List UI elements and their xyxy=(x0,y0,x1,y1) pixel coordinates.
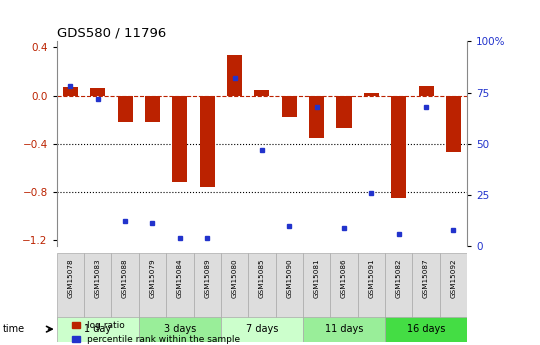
Bar xyxy=(139,317,221,342)
Bar xyxy=(139,253,166,320)
Bar xyxy=(84,253,111,320)
Bar xyxy=(193,253,221,320)
Text: GSM15086: GSM15086 xyxy=(341,258,347,298)
Bar xyxy=(57,253,84,320)
Text: GSM15083: GSM15083 xyxy=(94,258,101,298)
Bar xyxy=(418,86,434,96)
Text: GSM15089: GSM15089 xyxy=(204,258,210,298)
Text: GSM15082: GSM15082 xyxy=(396,258,402,298)
Text: time: time xyxy=(3,324,25,334)
Text: GSM15092: GSM15092 xyxy=(450,258,456,298)
Text: GDS580 / 11796: GDS580 / 11796 xyxy=(57,27,166,40)
Bar xyxy=(111,253,139,320)
Bar xyxy=(227,55,242,96)
Text: 16 days: 16 days xyxy=(407,324,446,334)
Bar xyxy=(413,253,440,320)
Bar xyxy=(309,96,324,138)
Bar xyxy=(440,253,467,320)
Bar xyxy=(303,253,330,320)
Bar xyxy=(282,96,297,117)
Bar xyxy=(200,96,215,187)
Bar xyxy=(330,253,357,320)
Bar xyxy=(385,253,413,320)
Bar xyxy=(172,96,187,182)
Bar xyxy=(90,88,105,96)
Legend: log ratio, percentile rank within the sample: log ratio, percentile rank within the sa… xyxy=(72,322,240,344)
Bar xyxy=(391,96,406,198)
Bar xyxy=(357,253,385,320)
Bar xyxy=(221,317,303,342)
Text: GSM15081: GSM15081 xyxy=(314,258,320,298)
Text: 11 days: 11 days xyxy=(325,324,363,334)
Text: 3 days: 3 days xyxy=(164,324,196,334)
Text: GSM15080: GSM15080 xyxy=(232,258,238,298)
Bar xyxy=(248,253,275,320)
Bar xyxy=(336,96,352,128)
Bar xyxy=(57,317,139,342)
Bar xyxy=(275,253,303,320)
Bar xyxy=(446,96,461,152)
Bar xyxy=(118,96,133,122)
Bar xyxy=(303,317,385,342)
Text: 1 day: 1 day xyxy=(84,324,111,334)
Text: GSM15084: GSM15084 xyxy=(177,258,183,298)
Bar xyxy=(254,90,269,96)
Text: GSM15087: GSM15087 xyxy=(423,258,429,298)
Text: GSM15079: GSM15079 xyxy=(150,258,156,298)
Bar xyxy=(63,87,78,96)
Bar xyxy=(385,317,467,342)
Bar xyxy=(221,253,248,320)
Text: GSM15091: GSM15091 xyxy=(368,258,374,298)
Bar xyxy=(145,96,160,122)
Text: 7 days: 7 days xyxy=(246,324,278,334)
Text: GSM15088: GSM15088 xyxy=(122,258,128,298)
Text: GSM15078: GSM15078 xyxy=(68,258,73,298)
Text: GSM15090: GSM15090 xyxy=(286,258,292,298)
Bar xyxy=(166,253,193,320)
Bar xyxy=(364,93,379,96)
Text: GSM15085: GSM15085 xyxy=(259,258,265,298)
